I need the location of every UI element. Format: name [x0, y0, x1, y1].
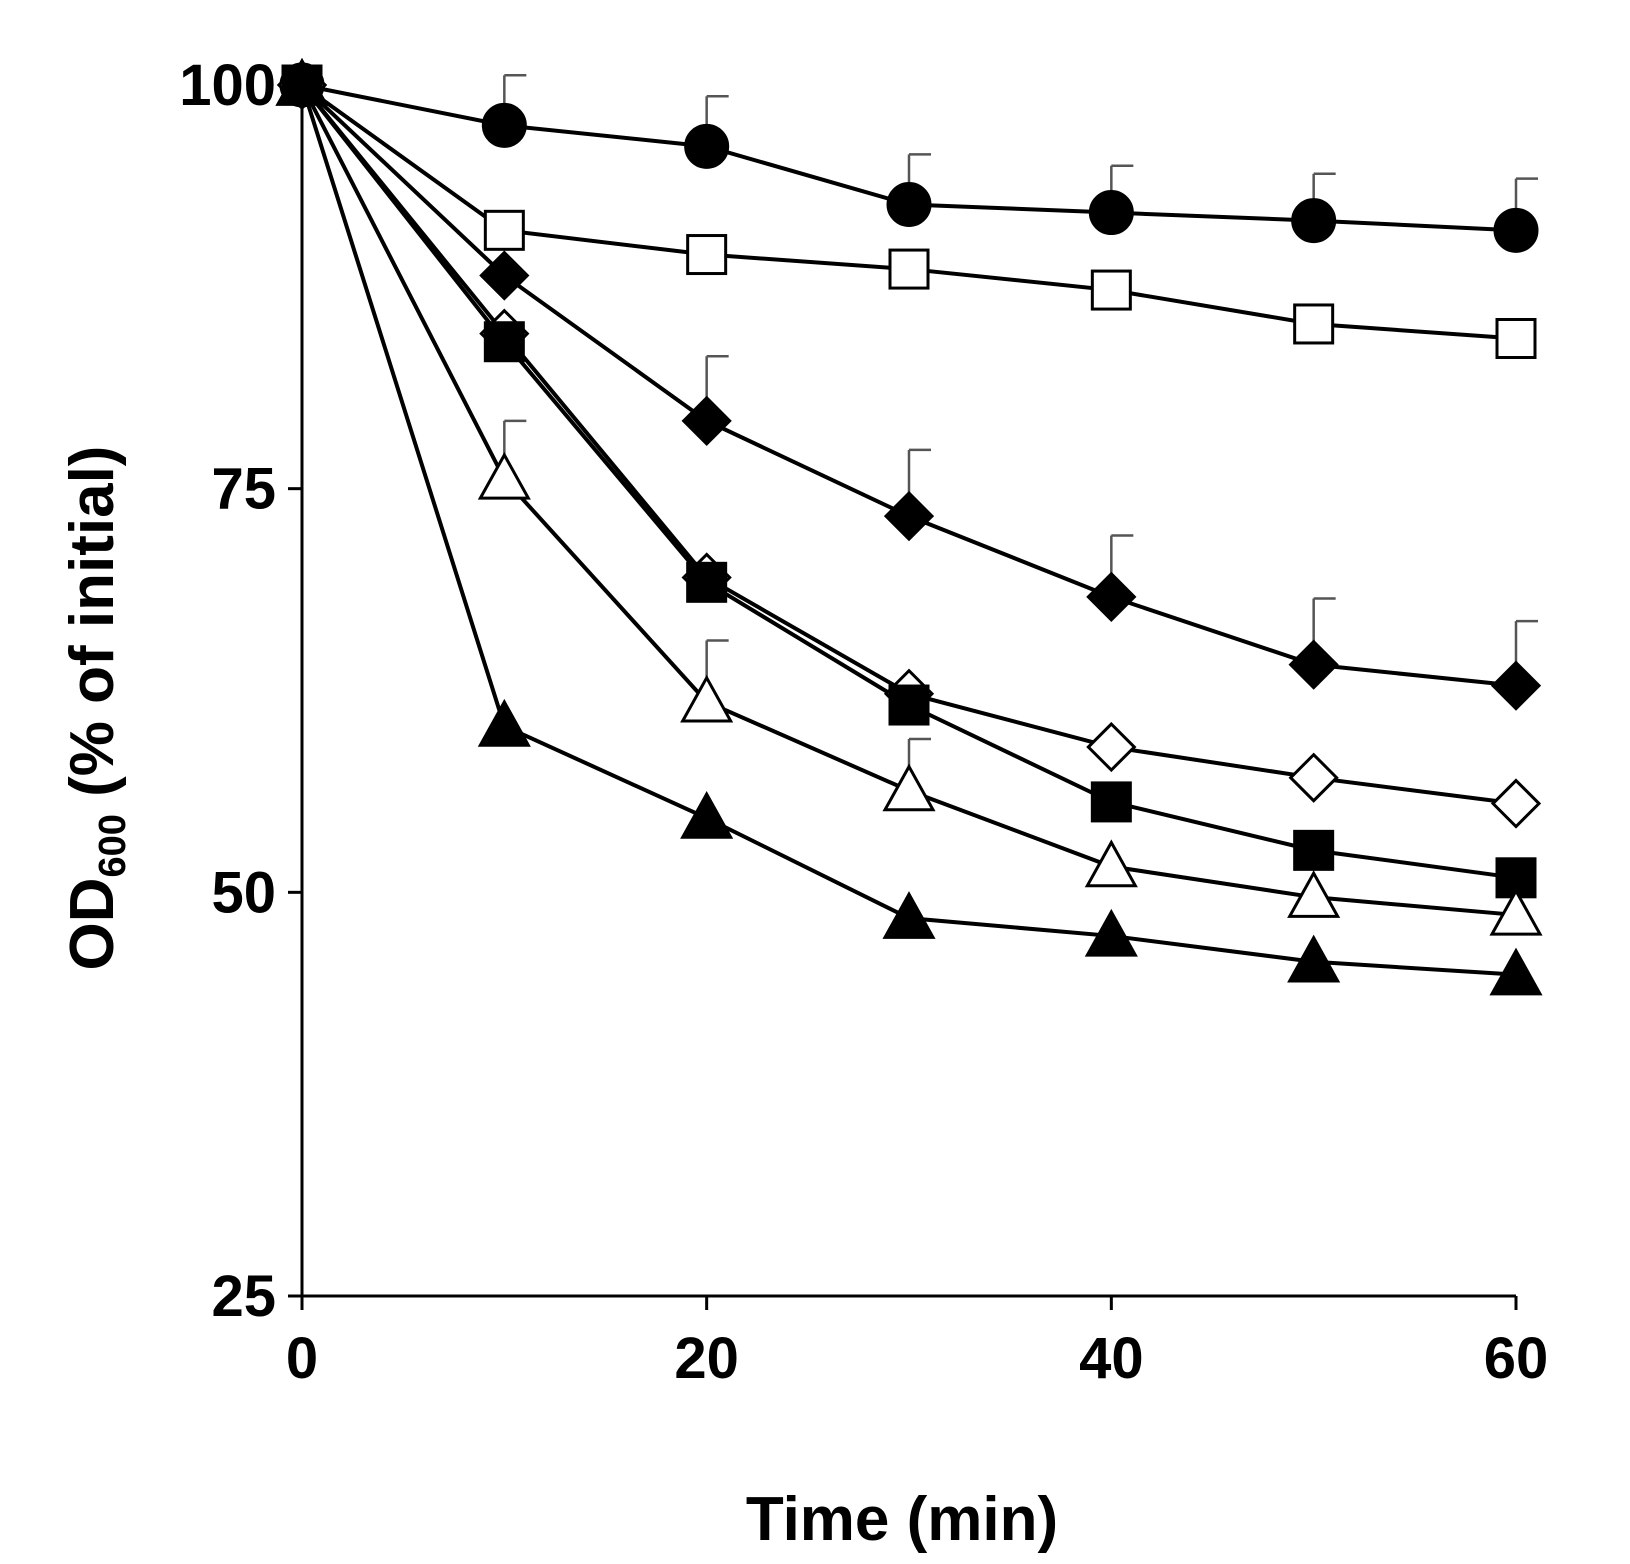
axes [300, 85, 1516, 1298]
filled-square-point-40 [1090, 781, 1132, 823]
y-tick-label-75: 75 [211, 457, 276, 522]
filled-triangle-point-0 [275, 57, 329, 106]
y-axis-title: OD600 (% of initial) [58, 446, 134, 971]
filled-diamond-point-20 [681, 395, 732, 446]
filled-diamond-point-40 [1086, 571, 1137, 622]
open-diamond-point-60 [1490, 778, 1542, 829]
open-square-point-10 [483, 209, 525, 251]
y-tick-label-50: 50 [211, 860, 276, 925]
filled-triangle-point-60 [1489, 947, 1543, 996]
open-square-point-30 [888, 248, 930, 290]
filled-square-point-10 [483, 321, 525, 363]
filled-diamond-point-60 [1490, 660, 1542, 711]
filled-square-point-30 [888, 684, 930, 726]
series-markers [275, 57, 1543, 996]
x-tick-label-40: 40 [1079, 1326, 1144, 1391]
ticks: 25 50 75 100 0 20 40 60 [179, 53, 1548, 1391]
filled-circle-point-60 [1493, 207, 1539, 253]
open-triangle-point-60 [1489, 887, 1543, 936]
x-axis-title: Time (min) [746, 1485, 1058, 1554]
open-triangle-point-20 [680, 674, 734, 723]
y-axis-title-subscript: 600 [92, 814, 134, 877]
filled-circle-point-40 [1088, 190, 1134, 236]
open-square-point-40 [1090, 269, 1132, 311]
open-triangle-point-30 [882, 763, 936, 812]
open-square-point-60 [1495, 318, 1537, 360]
filled-triangle-point-10 [477, 698, 531, 747]
y-tick-label-25: 25 [211, 1264, 276, 1329]
y-tick-label-100: 100 [179, 53, 276, 118]
open-diamond-point-50 [1288, 752, 1339, 803]
y-axis-title-prefix: OD [58, 877, 127, 970]
x-tick-label-60: 60 [1484, 1326, 1549, 1391]
y-axis-title-suffix: (% of initial) [58, 446, 127, 815]
open-square-point-50 [1293, 303, 1335, 345]
open-diamond-point-40 [1086, 721, 1137, 773]
filled-circle-point-30 [886, 181, 932, 227]
filled-triangle-point-40 [1084, 908, 1138, 957]
filled-circle-point-10 [481, 102, 527, 148]
open-triangle-point-10 [477, 451, 531, 500]
error-bars [503, 74, 1538, 791]
filled-triangle-point-20 [680, 790, 734, 839]
x-tick-label-20: 20 [674, 1326, 739, 1391]
open-square-point-20 [686, 234, 728, 276]
filled-triangle-point-30 [882, 891, 936, 939]
filled-diamond-point-30 [883, 490, 935, 542]
filled-diamond-point-10 [479, 250, 530, 301]
filled-circle-point-50 [1291, 198, 1337, 244]
open-triangle-point-40 [1084, 839, 1138, 888]
open-triangle-point-50 [1287, 870, 1341, 918]
x-tick-label-0: 0 [286, 1326, 318, 1391]
filled-square-point-50 [1293, 829, 1335, 871]
filled-diamond-point-50 [1288, 639, 1339, 690]
filled-circle-point-20 [684, 123, 730, 169]
filled-triangle-point-50 [1287, 934, 1341, 983]
filled-square-point-20 [686, 561, 728, 603]
